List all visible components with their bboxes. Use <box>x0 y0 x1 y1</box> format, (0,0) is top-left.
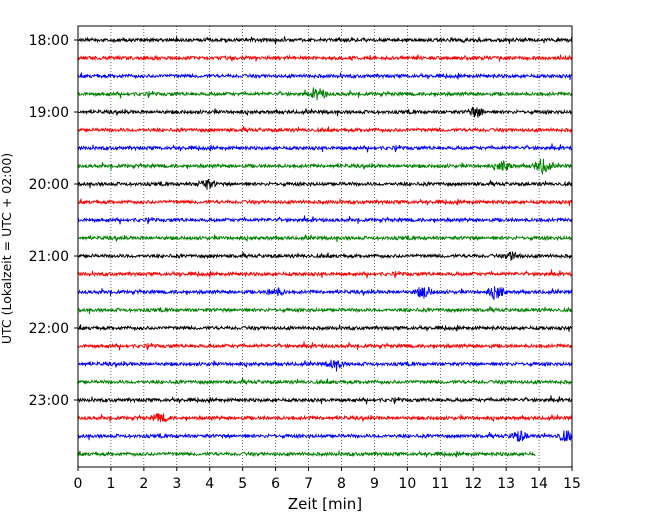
x-tick-label: 4 <box>205 476 214 492</box>
x-tick-label: 5 <box>238 476 247 492</box>
y-tick-label: 19:00 <box>29 105 69 121</box>
trace-2015 <box>77 198 573 206</box>
y-tick-label: 23:00 <box>29 393 69 409</box>
trace-1815 <box>77 54 573 62</box>
trace-2100 <box>77 251 573 261</box>
trace-1930 <box>77 143 573 153</box>
x-tick-label: 3 <box>172 476 181 492</box>
trace-2215 <box>77 341 573 351</box>
y-tick-label: 22:00 <box>29 321 69 337</box>
x-tick-label: 1 <box>106 476 115 492</box>
trace-2315 <box>77 413 573 424</box>
x-tick-label: 14 <box>530 476 548 492</box>
trace-2230 <box>77 359 573 372</box>
x-tick-label: 6 <box>271 476 280 492</box>
trace-2330 <box>77 430 573 442</box>
x-tick-label: 15 <box>563 476 581 492</box>
x-tick-label: 11 <box>431 476 449 492</box>
trace-2300 <box>77 395 573 405</box>
trace-2030 <box>77 215 573 225</box>
x-tick-label: 9 <box>370 476 379 492</box>
x-tick-label: 2 <box>139 476 148 492</box>
x-tick-label: 0 <box>74 476 83 492</box>
y-tick-label: 18:00 <box>29 33 69 49</box>
trace-2130 <box>77 286 573 301</box>
x-axis-label: Zeit [min] <box>288 495 362 513</box>
y-axis-label: UTC (Lokalzeit = UTC + 02:00) <box>0 153 14 344</box>
trace-1830 <box>77 72 573 80</box>
plot-frame <box>77 25 573 468</box>
trace-2145 <box>77 306 573 315</box>
trace-2045 <box>77 234 573 243</box>
trace-2115 <box>77 269 573 279</box>
x-tick-label: 8 <box>337 476 346 492</box>
trace-1900 <box>77 106 573 118</box>
y-tick-label: 20:00 <box>29 177 69 193</box>
trace-2000 <box>77 178 573 190</box>
trace-1915 <box>77 126 573 134</box>
x-tick-label: 7 <box>304 476 313 492</box>
trace-2200 <box>77 324 573 332</box>
y-axis-ticks: 18:00 19:00 20:00 21:00 22:00 23:00 <box>29 33 78 409</box>
trace-2345 <box>77 450 536 458</box>
trace-1800 <box>77 36 573 45</box>
trace-2245 <box>77 378 573 386</box>
x-tick-label: 10 <box>398 476 416 492</box>
trace-1945 <box>77 158 573 175</box>
x-axis-ticks: 0 1 2 3 4 5 6 7 8 9 10 11 12 13 14 15 <box>74 467 581 492</box>
x-tick-label: 13 <box>497 476 515 492</box>
trace-1845 <box>77 87 573 101</box>
seismic-traces <box>77 36 573 458</box>
y-tick-label: 21:00 <box>29 249 69 265</box>
x-tick-label: 12 <box>464 476 482 492</box>
